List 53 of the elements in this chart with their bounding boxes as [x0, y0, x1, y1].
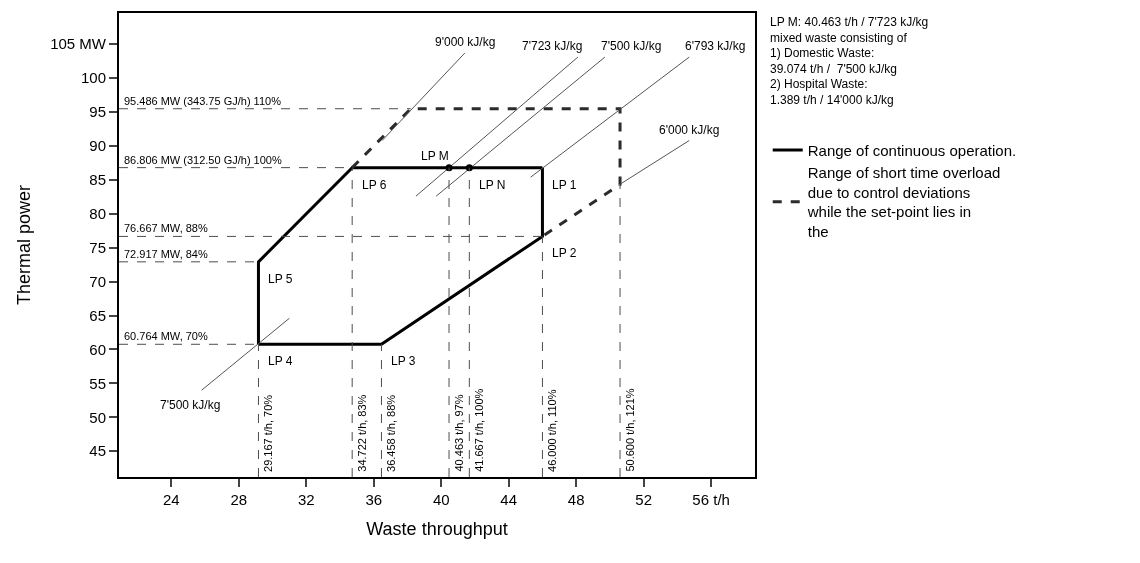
- y-tick-label: 100: [80, 69, 106, 87]
- annotation: 7'500 kJ/kg: [160, 398, 221, 412]
- ref-line-label: 86.806 MW (312.50 GJ/h) 100%: [124, 154, 282, 166]
- annotation: LP 3: [391, 354, 416, 368]
- x-tick-label: 52: [635, 491, 652, 508]
- annotation: 7'723 kJ/kg: [522, 39, 583, 53]
- y-tick-label: 90: [89, 137, 106, 155]
- annotation: LP 4: [268, 354, 293, 368]
- y-tick-label: 70: [89, 272, 106, 290]
- y-tick-label: 80: [89, 205, 106, 223]
- text: LP M: 40.463 t/h / 7'723 kJ/kg mixed waste consisting of 1) Domestic Waste: 39.074 t/h / 7'500 kJ/kg 2) Hospital Waste: 1.389 t/h / 14'000 kJ/kg: [770, 15, 929, 107]
- x-tick-label: 56 t/h: [692, 491, 730, 508]
- x-tick-label: 40: [432, 491, 450, 508]
- y-tick-label: 65: [89, 306, 106, 324]
- x-tick-label: 28: [230, 491, 248, 508]
- y-axis-title: Thermal power: [13, 184, 34, 306]
- ref-line-label: 60.764 MW, 70%: [124, 330, 208, 342]
- ref-line-label: 34.722 t/h, 83%: [355, 394, 368, 472]
- x-tick-label: 32: [297, 491, 315, 508]
- y-tick-label: 75: [89, 238, 106, 256]
- y-tick-label: 50: [89, 408, 106, 426]
- x-axis-title: Waste throughput: [366, 518, 508, 539]
- annotation: LP M: [421, 149, 449, 163]
- ref-line-label: 46.000 t/h, 110%: [545, 389, 558, 472]
- annotation: LP 1: [552, 178, 577, 192]
- y-tick-label: 85: [89, 171, 106, 189]
- ref-line-label: 50.600 t/h, 121%: [623, 388, 636, 472]
- annotation: 6'793 kJ/kg: [685, 39, 746, 53]
- ref-line-label: 95.486 MW (343.75 GJ/h) 110%: [124, 95, 282, 107]
- annotation: LP 6: [362, 178, 387, 192]
- y-tick-label: 45: [89, 442, 106, 460]
- legend-label: Range of continuous operation.: [807, 141, 1017, 159]
- ref-line-label: 40.463 t/h, 97%: [452, 394, 465, 472]
- legend-label: Range of short time overload due to control deviations while the set-point lies in the: [806, 164, 1001, 240]
- y-tick-label: 95: [89, 103, 106, 121]
- x-tick-label: 48: [567, 491, 585, 508]
- y-tick-label: 55: [89, 374, 106, 392]
- ref-line-label: 76.667 MW, 88%: [124, 222, 208, 234]
- y-tick-label: 105 MW: [50, 35, 107, 53]
- x-tick-label: 44: [500, 491, 518, 508]
- annotation: 6'000 kJ/kg: [659, 123, 720, 137]
- annotation: LP 2: [552, 246, 577, 260]
- x-tick-label: 36: [365, 491, 383, 508]
- ref-line-label: 29.167 t/h, 70%: [261, 394, 274, 472]
- annotation: LP N: [479, 178, 506, 192]
- x-tick-label: 24: [162, 491, 180, 508]
- y-tick-label: 60: [89, 340, 106, 358]
- annotation: LP 5: [268, 272, 293, 286]
- ref-line-label: 41.667 t/h, 100%: [472, 388, 485, 472]
- annotation: 9'000 kJ/kg: [435, 35, 496, 49]
- ref-line-label: 36.458 t/h, 88%: [384, 394, 397, 472]
- annotation: 7'500 kJ/kg: [601, 39, 662, 53]
- ref-line-label: 72.917 MW, 84%: [124, 248, 208, 260]
